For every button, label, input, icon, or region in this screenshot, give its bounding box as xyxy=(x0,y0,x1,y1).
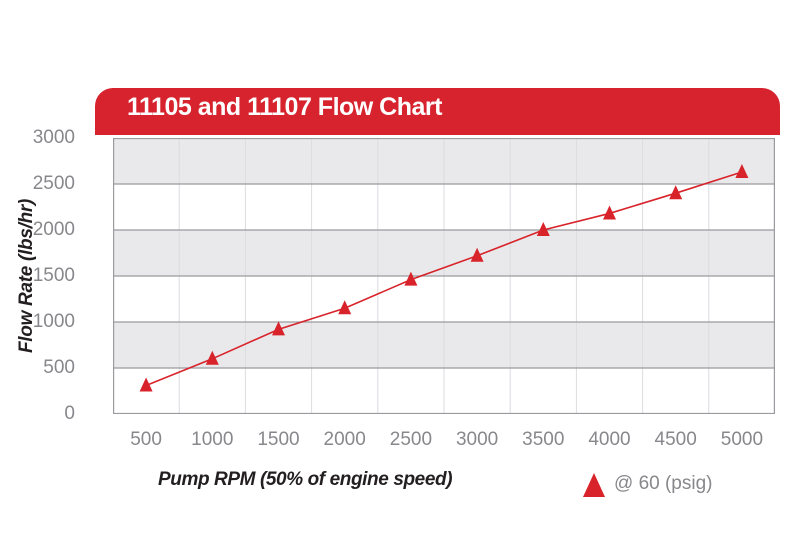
data-point-marker xyxy=(603,205,616,220)
x-axis-tick-label: 1500 xyxy=(257,429,300,450)
data-point-marker xyxy=(669,185,683,200)
x-axis-tick-label: 500 xyxy=(130,429,162,450)
data-point-marker xyxy=(404,271,418,286)
plot-area xyxy=(113,138,775,414)
data-point-marker xyxy=(205,350,219,365)
data-point-marker xyxy=(470,247,484,262)
flow-rate-line-chart xyxy=(113,138,775,414)
x-axis-tick-label: 4500 xyxy=(654,429,697,450)
y-axis-tick-labels: 3000 2500 2000 1500 1000 500 0 xyxy=(0,127,93,424)
y-axis-tick-label: 0 xyxy=(64,403,75,424)
red-triangle-up-icon xyxy=(583,473,605,497)
data-point-marker xyxy=(139,377,153,392)
y-axis-tick-label: 2500 xyxy=(32,173,75,194)
x-axis-tick-label: 2500 xyxy=(389,429,433,450)
x-axis-tick-label: 2000 xyxy=(323,429,366,450)
x-axis-tick-labels: 500 1000 1500 2000 2500 3000 3500 4000 4500 5000 xyxy=(113,429,775,453)
chart-title: 11105 and 11107 Flow Chart xyxy=(127,93,442,121)
x-axis-tick-label: 1000 xyxy=(191,429,234,450)
y-axis-tick-label: 3000 xyxy=(32,127,75,148)
x-axis-tick-label: 3000 xyxy=(455,429,499,450)
y-axis-tick-label: 1000 xyxy=(32,311,75,332)
data-point-marker xyxy=(536,222,550,236)
x-axis-title: Pump RPM (50% of engine speed) xyxy=(158,469,453,490)
legend-label: @ 60 (psig) xyxy=(614,473,713,494)
y-axis-tick-label: 500 xyxy=(43,357,75,378)
y-axis-tick-label: 2000 xyxy=(32,219,75,240)
flow-line xyxy=(145,171,743,387)
x-axis-tick-label: 5000 xyxy=(720,429,764,450)
data-point-marker xyxy=(338,300,352,315)
legend: @ 60 (psig) xyxy=(583,470,713,498)
data-point-marker xyxy=(272,321,285,336)
data-point-marker xyxy=(735,164,749,179)
x-axis-tick-label: 4000 xyxy=(588,429,631,450)
x-axis-tick-label: 3500 xyxy=(522,429,565,450)
chart-title-bar: 11105 and 11107 Flow Chart xyxy=(95,88,780,135)
y-axis-tick-label: 1500 xyxy=(32,265,75,286)
